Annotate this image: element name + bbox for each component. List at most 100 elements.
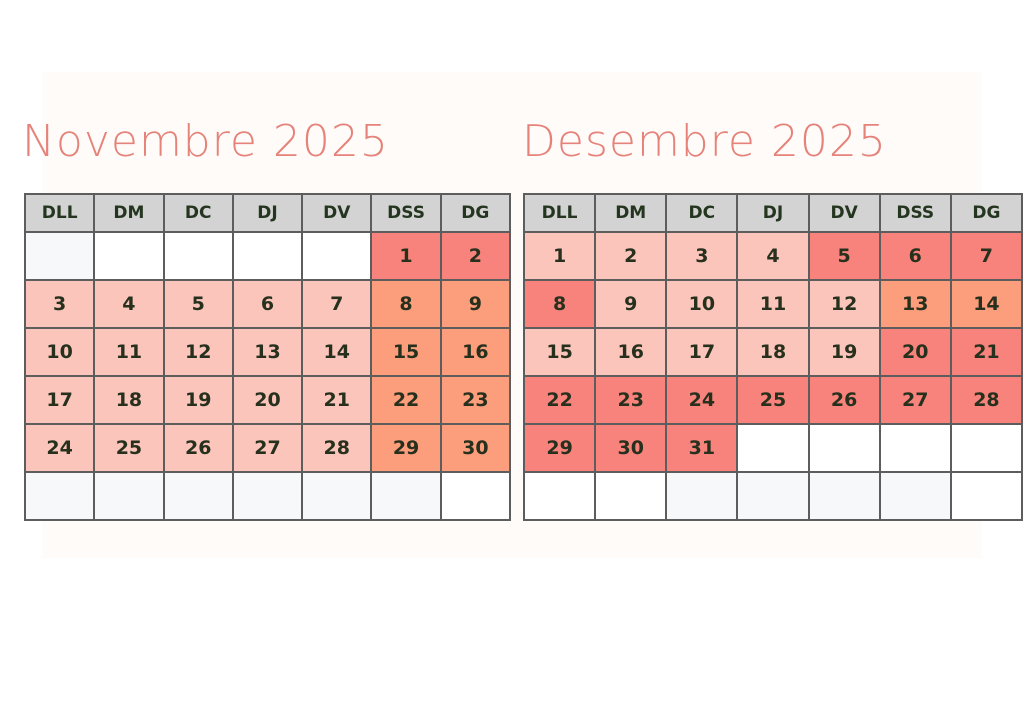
week-row: 24 25 26 27 28 29 30 xyxy=(23,423,512,473)
weekday-header: DC xyxy=(162,193,234,233)
day-cell: 16 xyxy=(439,327,512,377)
day-cell: 17 xyxy=(665,327,739,377)
empty-day-cell xyxy=(736,423,810,473)
day-cell: 25 xyxy=(736,375,810,425)
empty-day-cell xyxy=(878,423,952,473)
weekday-header: DV xyxy=(807,193,881,233)
day-cell: 22 xyxy=(370,375,442,425)
day-cell: 11 xyxy=(93,327,165,377)
day-cell: 3 xyxy=(665,231,739,281)
day-cell: 2 xyxy=(594,231,668,281)
day-cell: 23 xyxy=(439,375,512,425)
empty-day-cell xyxy=(162,231,234,281)
empty-day-cell xyxy=(949,423,1024,473)
day-cell: 31 xyxy=(665,423,739,473)
day-cell: 28 xyxy=(949,375,1024,425)
day-cell: 26 xyxy=(807,375,881,425)
empty-day-cell xyxy=(736,471,810,521)
day-cell: 18 xyxy=(93,375,165,425)
day-cell: 16 xyxy=(594,327,668,377)
day-cell: 14 xyxy=(949,279,1024,329)
empty-day-cell xyxy=(93,471,165,521)
day-cell: 4 xyxy=(736,231,810,281)
empty-day-cell xyxy=(807,423,881,473)
empty-day-cell xyxy=(439,471,512,521)
empty-day-cell xyxy=(665,471,739,521)
day-cell: 19 xyxy=(162,375,234,425)
day-cell: 13 xyxy=(231,327,304,377)
day-cell: 5 xyxy=(807,231,881,281)
week-row: 15 16 17 18 19 20 21 xyxy=(522,327,1024,377)
day-cell: 12 xyxy=(807,279,881,329)
week-row: 8 9 10 11 12 13 14 xyxy=(522,279,1024,329)
weekday-header: DLL xyxy=(522,193,597,233)
day-cell: 19 xyxy=(807,327,881,377)
december-calendar: DLL DM DC DJ DV DSS DG 1 2 3 4 5 6 7 8 9 10 11 12 13 14 15 16… xyxy=(522,193,1024,521)
day-cell: 23 xyxy=(594,375,668,425)
empty-day-cell xyxy=(301,231,373,281)
day-cell: 7 xyxy=(301,279,373,329)
weekday-header: DSS xyxy=(878,193,952,233)
day-cell: 11 xyxy=(736,279,810,329)
empty-day-cell xyxy=(370,471,442,521)
day-cell: 28 xyxy=(301,423,373,473)
day-cell: 15 xyxy=(522,327,597,377)
weekday-header: DM xyxy=(93,193,165,233)
day-cell: 9 xyxy=(439,279,512,329)
day-cell: 6 xyxy=(231,279,304,329)
day-cell: 3 xyxy=(23,279,96,329)
day-cell: 10 xyxy=(665,279,739,329)
day-cell: 1 xyxy=(522,231,597,281)
day-cell: 1 xyxy=(370,231,442,281)
day-cell: 14 xyxy=(301,327,373,377)
week-row: 29 30 31 xyxy=(522,423,1024,473)
november-calendar: DLL DM DC DJ DV DSS DG 1 2 3 4 5 6 7 8 9 10 11 12 13 14 15 16… xyxy=(23,193,512,521)
day-cell: 30 xyxy=(594,423,668,473)
day-cell: 26 xyxy=(162,423,234,473)
day-cell: 27 xyxy=(878,375,952,425)
week-row xyxy=(23,471,512,521)
weekday-header-row: DLL DM DC DJ DV DSS DG xyxy=(522,193,1024,233)
week-row: 10 11 12 13 14 15 16 xyxy=(23,327,512,377)
weekday-header: DV xyxy=(301,193,373,233)
week-row: 17 18 19 20 21 22 23 xyxy=(23,375,512,425)
empty-day-cell xyxy=(949,471,1024,521)
empty-day-cell xyxy=(301,471,373,521)
empty-day-cell xyxy=(878,471,952,521)
empty-day-cell xyxy=(231,471,304,521)
weekday-header: DJ xyxy=(736,193,810,233)
day-cell: 29 xyxy=(522,423,597,473)
day-cell: 20 xyxy=(231,375,304,425)
day-cell: 18 xyxy=(736,327,810,377)
december-title: Desembre 2025 xyxy=(522,116,887,167)
day-cell: 2 xyxy=(439,231,512,281)
empty-day-cell xyxy=(522,471,597,521)
weekday-header: DG xyxy=(949,193,1024,233)
weekday-header: DSS xyxy=(370,193,442,233)
empty-day-cell xyxy=(231,231,304,281)
november-title: Novembre 2025 xyxy=(22,116,389,167)
day-cell: 30 xyxy=(439,423,512,473)
day-cell: 12 xyxy=(162,327,234,377)
empty-day-cell xyxy=(93,231,165,281)
day-cell: 8 xyxy=(370,279,442,329)
empty-day-cell xyxy=(23,231,96,281)
empty-day-cell xyxy=(23,471,96,521)
week-row xyxy=(522,471,1024,521)
day-cell: 21 xyxy=(949,327,1024,377)
day-cell: 29 xyxy=(370,423,442,473)
day-cell: 15 xyxy=(370,327,442,377)
day-cell: 22 xyxy=(522,375,597,425)
empty-day-cell xyxy=(594,471,668,521)
day-cell: 7 xyxy=(949,231,1024,281)
day-cell: 13 xyxy=(878,279,952,329)
day-cell: 17 xyxy=(23,375,96,425)
day-cell: 6 xyxy=(878,231,952,281)
weekday-header: DLL xyxy=(23,193,96,233)
weekday-header-row: DLL DM DC DJ DV DSS DG xyxy=(23,193,512,233)
day-cell: 24 xyxy=(23,423,96,473)
day-cell: 27 xyxy=(231,423,304,473)
